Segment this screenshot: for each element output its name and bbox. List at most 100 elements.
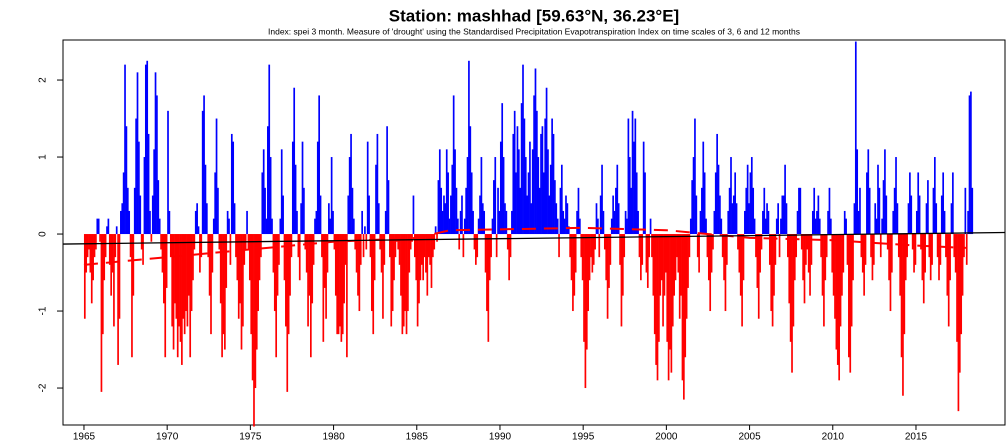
bar: [714, 172, 717, 235]
bar: [555, 203, 558, 235]
bar: [598, 234, 601, 258]
bar: [830, 218, 832, 235]
bar: [800, 234, 803, 250]
bar: [358, 234, 361, 312]
bar: [140, 234, 143, 250]
bar: [940, 195, 943, 235]
bar: [401, 234, 404, 335]
bar: [863, 234, 865, 296]
bar: [502, 157, 505, 235]
bar: [235, 234, 237, 258]
x-tick-label: 1985: [406, 432, 429, 443]
bar: [459, 210, 462, 235]
bar: [323, 234, 326, 288]
bar: [739, 234, 742, 296]
bar: [480, 157, 483, 235]
bar: [473, 234, 476, 250]
bar: [605, 234, 608, 281]
bar: [725, 234, 728, 265]
bar: [640, 234, 642, 281]
bar: [734, 172, 737, 235]
bar: [432, 234, 434, 258]
bar: [662, 234, 664, 327]
bar: [372, 234, 375, 335]
bar: [785, 203, 788, 235]
bar: [699, 210, 702, 235]
bar: [189, 234, 192, 358]
bar: [413, 234, 416, 258]
bar: [154, 72, 157, 235]
bar: [565, 195, 567, 235]
bar: [673, 234, 675, 296]
bar: [592, 234, 595, 265]
bar: [569, 234, 571, 258]
bar: [738, 234, 741, 273]
bar: [142, 234, 144, 265]
bar: [501, 103, 504, 235]
bar: [328, 203, 330, 235]
bar: [504, 203, 506, 235]
bar: [400, 234, 402, 296]
bar: [393, 234, 395, 281]
bar: [866, 172, 868, 235]
bar: [616, 164, 619, 235]
bar: [103, 234, 106, 281]
bar: [688, 234, 691, 258]
bar: [314, 218, 316, 235]
bar: [447, 172, 449, 235]
bar: [915, 210, 918, 235]
bar: [92, 234, 94, 281]
bar: [648, 234, 651, 258]
x-tick-label: 1990: [489, 432, 512, 443]
bar: [515, 172, 517, 235]
bar: [742, 234, 745, 281]
bar: [283, 234, 286, 281]
bar: [364, 226, 366, 235]
bar: [129, 234, 132, 258]
bar: [126, 187, 129, 235]
bar: [304, 234, 307, 250]
bar: [175, 234, 178, 319]
bar: [530, 203, 533, 235]
bar: [701, 187, 703, 235]
bar: [282, 195, 284, 235]
bar: [329, 218, 332, 235]
bar: [233, 203, 236, 235]
bar: [541, 126, 544, 235]
bar: [106, 226, 108, 235]
bar: [802, 234, 804, 281]
bar: [646, 234, 649, 288]
bar: [85, 234, 88, 273]
bar: [344, 234, 347, 265]
bar: [452, 95, 455, 235]
bar: [382, 234, 384, 319]
bar: [935, 203, 938, 235]
bar: [409, 234, 412, 250]
bar: [425, 234, 427, 273]
bar: [552, 133, 555, 235]
bar: [884, 149, 886, 235]
bar: [831, 234, 834, 273]
bar: [336, 234, 339, 335]
bar: [526, 195, 529, 235]
bar: [922, 234, 925, 304]
bar: [144, 64, 147, 235]
bar: [296, 210, 298, 235]
bar: [653, 234, 656, 335]
bar: [741, 234, 743, 327]
bar: [642, 141, 645, 235]
bar: [942, 172, 945, 235]
bar: [562, 210, 565, 235]
bar: [967, 210, 969, 235]
bar: [219, 234, 222, 304]
bar: [185, 234, 187, 312]
bar: [968, 95, 971, 235]
bar: [645, 234, 648, 273]
bar: [147, 133, 150, 235]
bar: [879, 234, 882, 258]
bar: [351, 187, 354, 235]
bar: [950, 203, 953, 235]
bar: [692, 157, 695, 235]
bar: [182, 234, 185, 319]
bar: [670, 234, 673, 373]
